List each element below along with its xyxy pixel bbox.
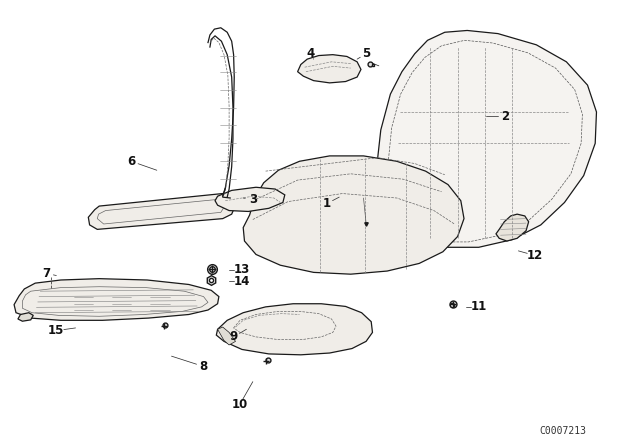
Polygon shape	[14, 279, 219, 320]
Text: 14: 14	[234, 275, 250, 288]
Text: 6: 6	[127, 155, 135, 168]
Text: 10: 10	[232, 397, 248, 411]
Polygon shape	[376, 30, 596, 247]
Polygon shape	[218, 327, 236, 345]
Text: 7: 7	[42, 267, 50, 280]
Text: 13: 13	[234, 263, 250, 276]
Polygon shape	[298, 55, 361, 83]
Text: C0007213: C0007213	[540, 426, 587, 436]
Text: 1: 1	[323, 197, 330, 211]
Text: 8: 8	[200, 360, 207, 373]
Text: 12: 12	[526, 249, 543, 262]
Polygon shape	[216, 304, 372, 355]
Text: 11: 11	[470, 300, 487, 314]
Polygon shape	[18, 313, 33, 321]
Text: 5: 5	[362, 47, 370, 60]
Text: 4: 4	[307, 47, 314, 60]
Polygon shape	[88, 194, 236, 229]
Text: 2: 2	[502, 110, 509, 123]
Text: 15: 15	[48, 324, 65, 337]
Text: 9: 9	[230, 330, 237, 344]
Text: 3: 3	[249, 193, 257, 206]
Polygon shape	[496, 214, 529, 241]
Polygon shape	[243, 156, 464, 274]
Polygon shape	[215, 187, 285, 211]
